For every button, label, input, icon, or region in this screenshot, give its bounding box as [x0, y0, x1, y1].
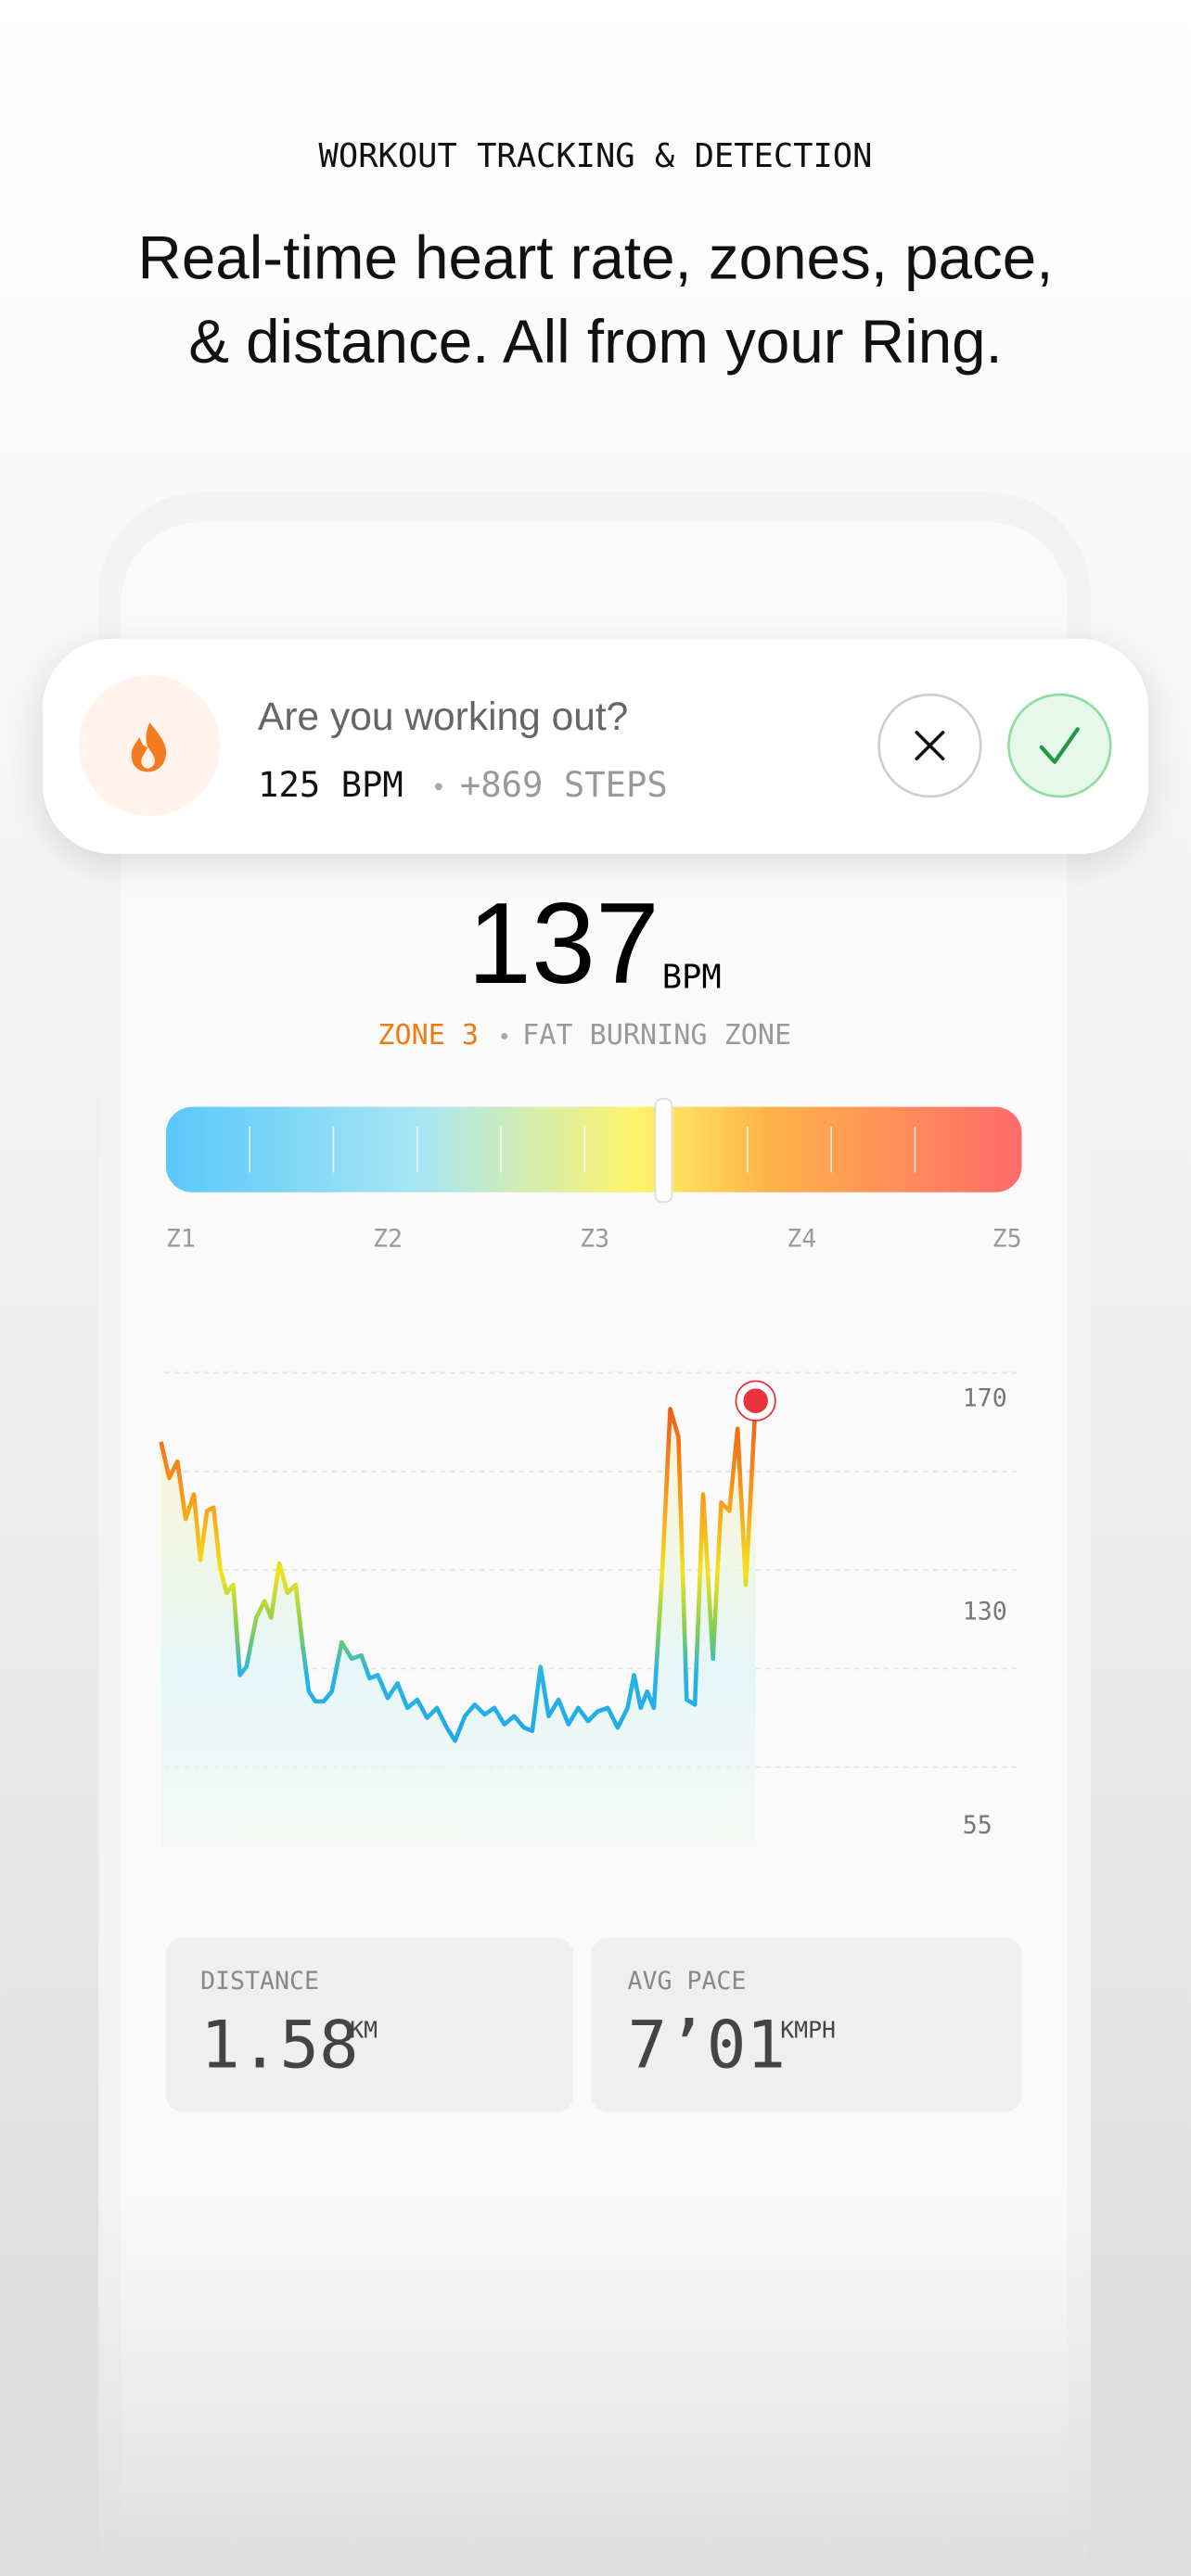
stat-card — [165, 1937, 574, 2112]
prompt-bpm: 125 BPM — [258, 764, 403, 805]
prompt-question: Are you working out? — [258, 695, 628, 739]
zone: ZONE 3 — [378, 1019, 479, 1052]
stat-unit: KM — [350, 2017, 378, 2044]
current-marker — [743, 1388, 768, 1413]
zone-bar-ticks — [249, 1126, 916, 1173]
bpm-unit: BPM — [662, 959, 722, 997]
separator — [434, 783, 442, 791]
zone-label: Z5 — [992, 1225, 1022, 1254]
stat-value: 7’01 — [628, 2007, 787, 2084]
flame-inner — [141, 746, 155, 769]
heart-rate-line — [159, 1400, 758, 1743]
zone-label: Z2 — [373, 1225, 403, 1254]
zone-name: FAT BURNING ZONE — [522, 1019, 791, 1052]
stat-label: DISTANCE — [200, 1967, 319, 1996]
prompt-steps: +869 STEPS — [460, 764, 668, 805]
heart-rate-area — [160, 1400, 756, 1848]
zone-marker — [654, 1097, 673, 1204]
prompt-card — [43, 638, 1148, 854]
bottom-fade — [0, 2184, 1191, 2576]
separator — [501, 1032, 508, 1040]
bpm-value: 137 — [467, 880, 660, 1008]
eyebrow: WORKOUT TRACKING & DETECTION — [319, 137, 873, 175]
zone-label: Z4 — [787, 1225, 816, 1254]
headline: & distance. All from your Ring. — [188, 308, 1003, 376]
flame-icon — [131, 722, 167, 772]
stat-label: AVG PACE — [628, 1967, 747, 1996]
y-label: 55 — [963, 1811, 992, 1840]
stat-value: 1.58 — [200, 2007, 359, 2084]
y-label: 170 — [963, 1384, 1007, 1412]
headline: Real-time heart rate, zones, pace, — [138, 224, 1054, 292]
stat-unit: KMPH — [780, 2017, 836, 2044]
zone-bar — [165, 1106, 1022, 1192]
confirm-button[interactable] — [1007, 693, 1112, 798]
dismiss-button[interactable] — [877, 693, 982, 798]
zone-label: Z1 — [166, 1225, 196, 1254]
stat-card — [591, 1937, 1022, 2112]
y-label: 130 — [963, 1598, 1007, 1626]
zone-label: Z3 — [580, 1225, 609, 1254]
